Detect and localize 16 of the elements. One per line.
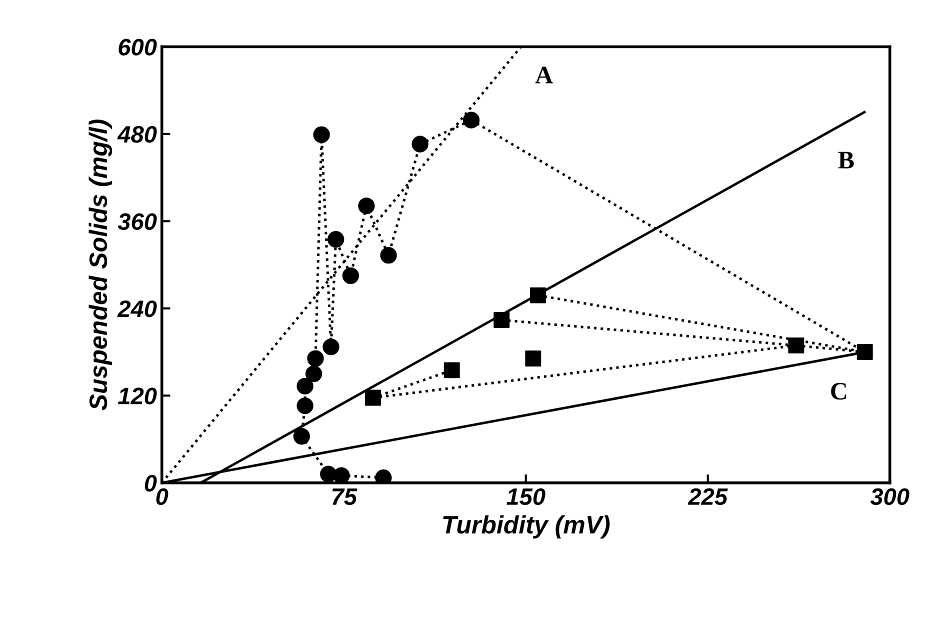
x-tick-label: 150 <box>506 488 546 506</box>
y-tick-label: 240 <box>117 300 157 318</box>
y-tick-label: 120 <box>118 388 157 404</box>
y-axis-title: Suspended Solids (mg/l) <box>88 120 112 410</box>
x-tick-label: 0 <box>156 488 168 506</box>
x-tick-label: 225 <box>688 488 728 506</box>
y-tick-label: 360 <box>118 213 157 230</box>
x-tick-label: 75 <box>332 488 358 506</box>
annotation: A <box>535 66 553 84</box>
x-axis-title: Turbidity (mV) <box>443 515 610 539</box>
y-tick-label: 0 <box>144 474 157 492</box>
x-tick-label: 300 <box>870 488 910 506</box>
y-tick-label: 600 <box>118 38 157 56</box>
annotation: B <box>838 152 854 168</box>
y-tick-label: 480 <box>117 126 157 143</box>
annotation: C <box>831 382 846 400</box>
